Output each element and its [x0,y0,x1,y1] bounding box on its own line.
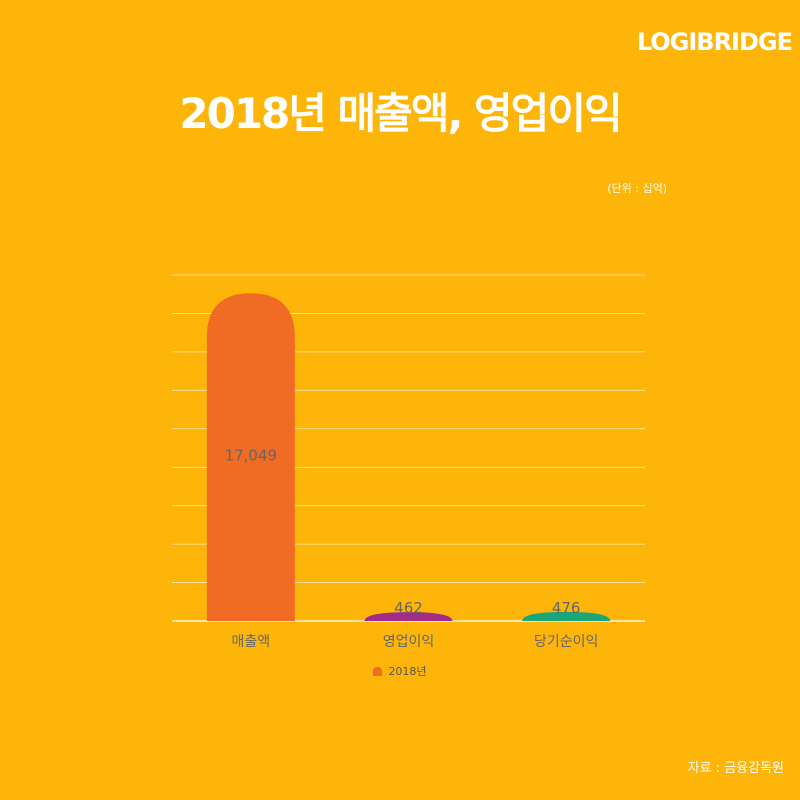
bar-1 [206,293,295,621]
category-label: 매출액 [232,634,271,650]
brand-logo: LOGIBRIDGE [636,28,793,56]
legend: 2018년 [0,663,800,679]
category-label: 영업이익 [383,634,435,650]
bar-3 [522,611,611,621]
category-label: 당기순이익 [534,634,598,650]
bar-2 [364,612,453,621]
data-label: 462 [394,599,423,617]
chart-title: 2018년 매출액, 영업이익 [179,89,622,138]
legend-swatch [373,667,383,676]
source-note: 자료 : 금융감독원 [687,761,784,776]
legend-label: 2018년 [388,665,427,678]
data-label: 476 [552,599,581,617]
unit-note: (단위 : 십억) [607,182,667,195]
data-label: 17,049 [225,446,278,464]
